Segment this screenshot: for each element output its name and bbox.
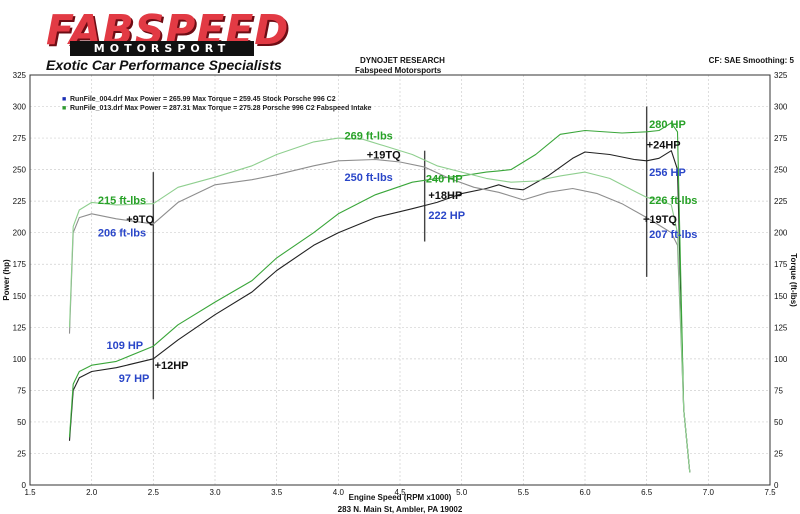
y-tick-label-right: 200 bbox=[774, 229, 788, 238]
x-tick-label: 3.5 bbox=[271, 488, 283, 497]
x-tick-label: 1.5 bbox=[24, 488, 36, 497]
x-tick-label: 3.0 bbox=[209, 488, 221, 497]
report-title: DYNOJET RESEARCH bbox=[360, 56, 445, 65]
annotation-label: +19TQ bbox=[643, 214, 677, 226]
legend-marker: ■ bbox=[62, 96, 66, 103]
annotation-label: 240 HP bbox=[426, 173, 463, 185]
annotation-label: 280 HP bbox=[649, 119, 686, 131]
stock-torque-line bbox=[68, 158, 691, 473]
report-subtitle: Fabspeed Motorsports bbox=[355, 66, 442, 75]
y-tick-label-left: 325 bbox=[13, 71, 27, 80]
chart-legend: ■ RunFile_004.drf Max Power = 265.99 Max … bbox=[62, 96, 372, 112]
fabspeed-torque-line bbox=[68, 137, 691, 473]
y-tick-label-right: 150 bbox=[774, 292, 788, 301]
y-tick-label-left: 250 bbox=[13, 166, 27, 175]
x-tick-label: 7.0 bbox=[703, 488, 715, 497]
y-tick-label-right: 0 bbox=[774, 481, 779, 490]
footer-address: 283 N. Main St, Ambler, PA 19002 bbox=[337, 505, 463, 514]
dyno-settings: CF: SAE Smoothing: 5 bbox=[708, 56, 794, 65]
y-tick-label-left: 25 bbox=[17, 449, 26, 458]
annotation-label: 215 ft-lbs bbox=[98, 195, 146, 207]
y-tick-label-left: 50 bbox=[17, 418, 26, 427]
x-tick-label: 6.5 bbox=[641, 488, 653, 497]
y-tick-label-left: 300 bbox=[13, 103, 27, 112]
y-axis-title-right: Torque (ft-lbs) bbox=[789, 253, 798, 307]
y-tick-label-left: 100 bbox=[13, 355, 27, 364]
annotation-label: 206 ft-lbs bbox=[98, 228, 146, 240]
chart-annotations: 215 ft-lbs +9TQ 206 ft-lbs 109 HP +12HP 97 HP… bbox=[98, 119, 698, 385]
annotation-label: +12HP bbox=[155, 360, 189, 372]
x-tick-label: 2.5 bbox=[148, 488, 160, 497]
annotation-label: 226 ft-lbs bbox=[649, 195, 697, 207]
fabspeed-logo: FABSPEED MOTORSPORT Exotic Car Performan… bbox=[10, 4, 310, 73]
annotation-label: 222 HP bbox=[428, 210, 465, 222]
annotation-label: +18HP bbox=[428, 190, 462, 202]
legend-entry: RunFile_013.drf Max Power = 287.31 Max T… bbox=[70, 105, 372, 112]
y-tick-label-left: 125 bbox=[13, 323, 27, 332]
x-tick-label: 5.5 bbox=[518, 488, 530, 497]
x-tick-label: 6.0 bbox=[579, 488, 591, 497]
annotation-label: 256 HP bbox=[649, 167, 686, 179]
annotation-label: 269 ft-lbs bbox=[345, 131, 393, 143]
y-tick-label-right: 125 bbox=[774, 323, 788, 332]
annotation-label: +9TQ bbox=[126, 214, 154, 226]
y-tick-label-left: 150 bbox=[13, 292, 27, 301]
annotation-label: +24HP bbox=[647, 139, 681, 151]
annotation-label: 97 HP bbox=[119, 373, 150, 385]
stock-power-line bbox=[68, 150, 691, 473]
x-tick-label: 4.5 bbox=[394, 488, 406, 497]
annotation-label: 250 ft-lbs bbox=[345, 172, 393, 184]
y-tick-label-right: 225 bbox=[774, 197, 788, 206]
y-tick-label-right: 25 bbox=[774, 449, 783, 458]
y-tick-label-right: 300 bbox=[774, 103, 788, 112]
x-tick-label: 4.0 bbox=[333, 488, 345, 497]
y-tick-label-right: 275 bbox=[774, 134, 788, 143]
brand-sub-banner: MOTORSPORT bbox=[70, 41, 254, 56]
annotation-label: 207 ft-lbs bbox=[649, 229, 697, 241]
x-tick-label: 2.0 bbox=[86, 488, 98, 497]
y-tick-label-right: 325 bbox=[774, 71, 788, 80]
y-tick-label-left: 75 bbox=[17, 386, 26, 395]
x-tick-label: 5.0 bbox=[456, 488, 468, 497]
y-axis-title-left: Power (hp) bbox=[2, 259, 11, 301]
annotation-label: 109 HP bbox=[106, 340, 143, 352]
legend-entry: RunFile_004.drf Max Power = 265.99 Max T… bbox=[70, 96, 336, 103]
fabspeed-power-line bbox=[68, 122, 691, 473]
chart-ticks: 1.5 2.0 2.5 3.0 3.5 4.0 4.5 5.0 5.5 6.0 6.5 7.0 7.50… bbox=[13, 71, 788, 497]
y-tick-label-left: 200 bbox=[13, 229, 27, 238]
y-tick-label-right: 175 bbox=[774, 260, 788, 269]
brand-tagline: Exotic Car Performance Specialists bbox=[46, 57, 282, 73]
legend-marker: ■ bbox=[62, 105, 66, 112]
y-tick-label-right: 75 bbox=[774, 386, 783, 395]
y-tick-label-right: 250 bbox=[774, 166, 788, 175]
y-tick-label-right: 50 bbox=[774, 418, 783, 427]
chart-grid bbox=[29, 74, 771, 486]
chart-markers bbox=[152, 106, 648, 400]
chart-series bbox=[68, 122, 691, 473]
y-tick-label-left: 0 bbox=[22, 481, 27, 490]
annotation-label: +19TQ bbox=[367, 149, 401, 161]
x-axis-title: Engine Speed (RPM x1000) bbox=[349, 493, 452, 502]
y-tick-label-right: 100 bbox=[774, 355, 788, 364]
plot-frame bbox=[29, 74, 771, 486]
x-tick-label: 7.5 bbox=[764, 488, 776, 497]
y-tick-label-left: 275 bbox=[13, 134, 27, 143]
y-tick-label-left: 225 bbox=[13, 197, 27, 206]
y-tick-label-left: 175 bbox=[13, 260, 27, 269]
